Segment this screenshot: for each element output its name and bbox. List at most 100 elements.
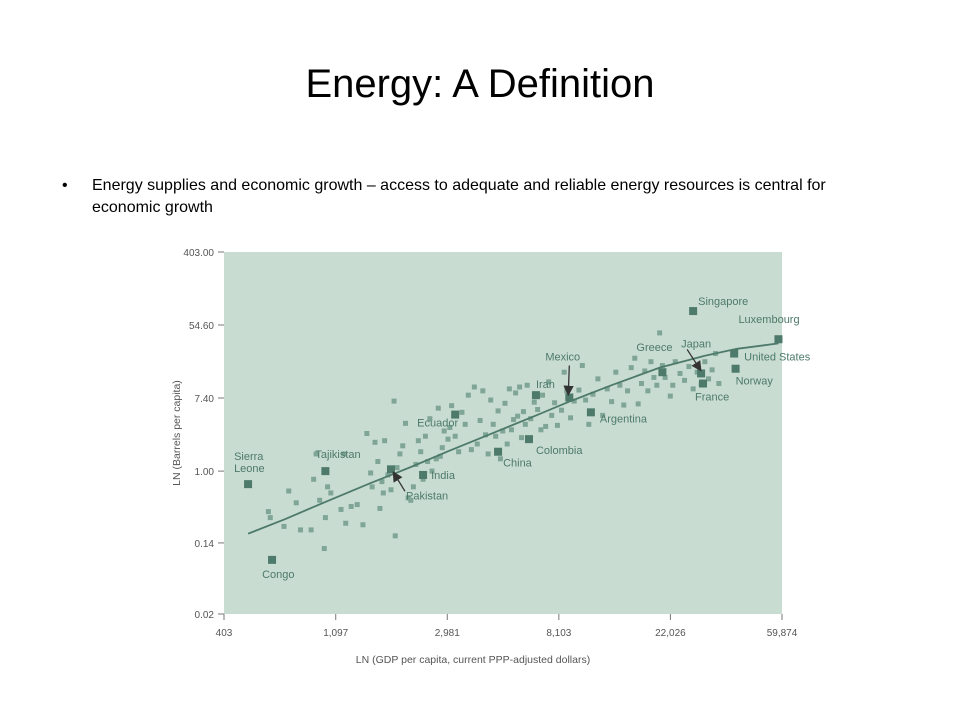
scatter-point	[425, 459, 431, 465]
annotation-arrow	[563, 365, 574, 397]
x-tick-label: 2,981	[435, 628, 460, 639]
scatter-point-highlighted	[658, 368, 667, 377]
scatter-point	[549, 412, 555, 418]
scatter-point	[531, 399, 537, 405]
point-label: Mexico	[545, 352, 580, 364]
scatter-point	[435, 405, 441, 411]
scatter-point-highlighted	[697, 369, 706, 378]
scatter-point-highlighted	[419, 470, 428, 479]
scatter-point	[625, 388, 631, 394]
scatter-point	[648, 359, 654, 365]
x-tick-label: 403	[216, 628, 233, 639]
scatter-point	[343, 520, 349, 526]
scatter-point	[321, 546, 327, 552]
scatter-point	[322, 515, 328, 521]
scatter-point	[308, 527, 314, 533]
point-label: Luxembourg	[738, 314, 799, 326]
scatter-point	[400, 443, 406, 449]
scatter-point	[586, 421, 592, 427]
scatter-point	[360, 522, 366, 528]
scatter-point	[382, 438, 388, 444]
scatter-point	[659, 363, 665, 369]
scatter-point	[298, 527, 304, 533]
scatter-point	[427, 416, 433, 422]
point-label: China	[503, 458, 533, 470]
scatter-point	[522, 421, 528, 427]
y-tick-label: 403.00	[183, 248, 214, 259]
scatter-point	[706, 376, 712, 382]
point-label: India	[431, 470, 456, 482]
scatter-point-highlighted	[689, 307, 698, 316]
scatter-point	[504, 441, 510, 447]
point-label: Congo	[262, 569, 294, 581]
y-tick-label: 1.00	[195, 467, 215, 478]
scatter-point	[493, 433, 499, 439]
scatter-point	[677, 370, 683, 376]
slide-title: Energy: A Definition	[305, 62, 655, 106]
scatter-point	[348, 503, 354, 509]
scatter-point-highlighted	[730, 349, 739, 358]
scatter-point	[385, 472, 391, 478]
x-tick-label: 22,026	[655, 628, 686, 639]
scatter-point	[600, 412, 606, 418]
scatter-point	[500, 428, 506, 434]
scatter-point	[468, 447, 474, 453]
scatter-point	[690, 386, 696, 392]
scatter-point	[524, 382, 530, 388]
scatter-point	[617, 382, 623, 388]
scatter-point	[554, 422, 560, 428]
scatter-point	[497, 456, 503, 462]
scatter-point	[686, 364, 692, 370]
scatter-point	[654, 382, 660, 388]
scatter-point	[354, 502, 360, 508]
bullet-marker: •	[62, 177, 68, 194]
scatter-point	[449, 403, 455, 409]
scatter-point	[369, 484, 375, 490]
scatter-point-highlighted	[386, 465, 395, 474]
x-axis-title: LN (GDP per capita, current PPP-adjusted…	[356, 654, 590, 666]
scatter-point	[394, 465, 400, 471]
scatter-point	[364, 431, 370, 437]
scatter-point-highlighted	[586, 408, 595, 417]
point-label: Colombia	[536, 445, 583, 457]
scatter-point	[375, 459, 381, 465]
scatter-point	[702, 359, 708, 365]
scatter-point	[528, 416, 534, 422]
point-label: Tajikistan	[315, 449, 360, 461]
scatter-point	[459, 409, 465, 415]
scatter-point	[391, 398, 397, 404]
scatter-point	[267, 515, 273, 521]
scatter-point	[462, 421, 468, 427]
point-label: Ecuador	[417, 418, 458, 430]
scatter-point	[429, 468, 435, 474]
y-tick-label: 0.02	[195, 610, 215, 621]
scatter-point-highlighted	[774, 335, 783, 344]
scatter-point	[670, 382, 676, 388]
scatter-point	[571, 398, 577, 404]
scatter-point	[645, 388, 651, 394]
bullet-text: Energy supplies and economic growth – ac…	[92, 177, 826, 216]
scatter-point	[682, 377, 688, 383]
scatter-point	[672, 359, 678, 365]
scatter-point	[405, 495, 411, 501]
scatter-point	[517, 384, 523, 390]
scatter-point	[439, 445, 445, 451]
scatter-point	[341, 451, 347, 457]
scatter-point	[338, 506, 344, 512]
scatter-point	[621, 402, 627, 408]
scatter-point-highlighted	[524, 435, 533, 444]
scatter-point	[480, 388, 486, 394]
scatter-point	[513, 390, 519, 396]
scatter-point	[293, 500, 299, 506]
scatter-point	[651, 374, 657, 380]
scatter-point-highlighted	[531, 391, 540, 400]
point-label: Iran	[536, 379, 555, 391]
scatter-point	[445, 436, 451, 442]
scatter-point	[328, 490, 334, 496]
scatter-point	[642, 368, 648, 374]
scatter-point	[372, 439, 378, 445]
scatter-point	[422, 433, 428, 439]
scatter-point	[379, 479, 385, 485]
x-tick-label: 8,103	[546, 628, 571, 639]
scatter-point	[538, 427, 544, 433]
